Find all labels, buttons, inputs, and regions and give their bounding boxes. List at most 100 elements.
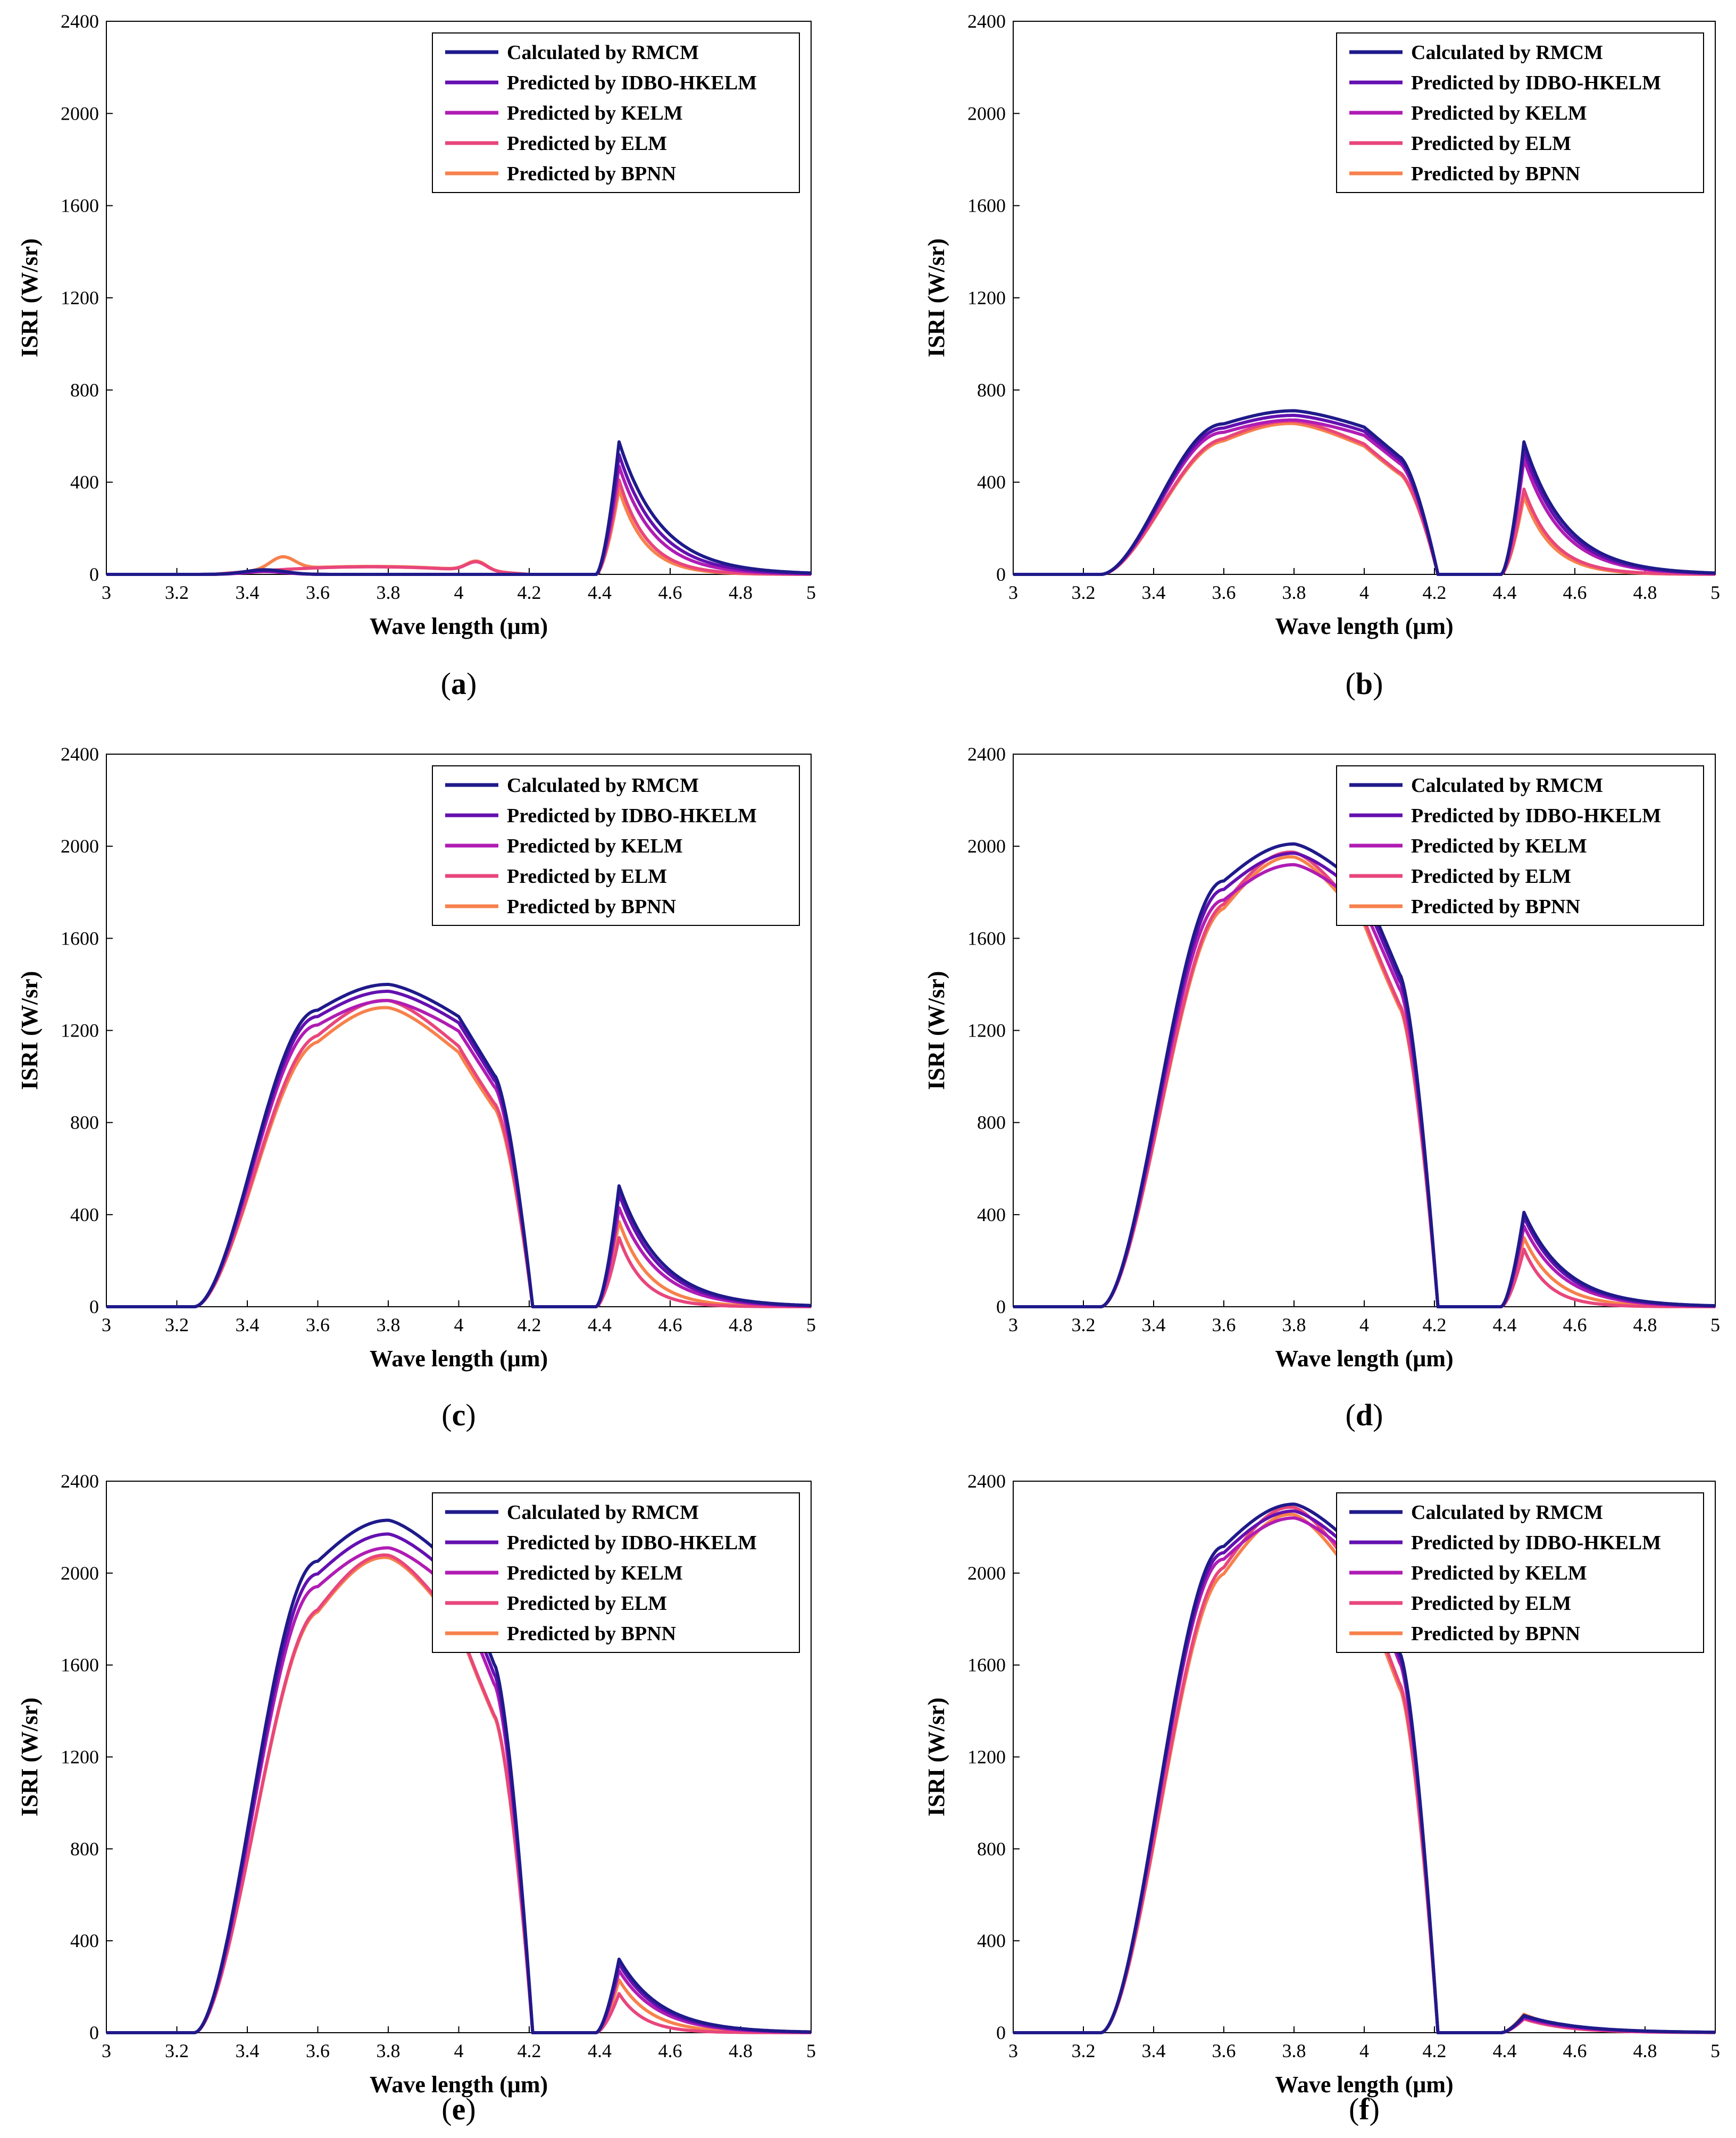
y-tick-label: 2400	[967, 1471, 1006, 1492]
y-tick-label: 800	[70, 1112, 99, 1133]
y-tick-label: 1200	[61, 287, 99, 308]
legend-label: Predicted by IDBO-HKELM	[1411, 805, 1661, 827]
legend-label: Predicted by ELM	[507, 132, 667, 155]
panel-caption: (f)	[1349, 2092, 1380, 2126]
y-tick-label: 2000	[967, 103, 1006, 124]
chart-panel-a: 3 3.2 3.4 3.6 3.8 4 4.2 4.4 4.6 4.8 5 0 400 800 1200 16…	[16, 11, 816, 701]
y-axis-label: ISRI (W/sr)	[16, 971, 43, 1090]
x-tick-label: 3.4	[236, 2040, 260, 2061]
series-line-3	[1013, 863, 1715, 1308]
y-tick-label: 2000	[61, 836, 99, 857]
x-tick-label: 5	[1710, 1314, 1720, 1335]
legend-label: Predicted by ELM	[507, 865, 667, 888]
y-tick-label: 0	[996, 564, 1006, 585]
legend-label: Predicted by KELM	[1411, 102, 1587, 124]
x-tick-label: 4.6	[1563, 2040, 1587, 2061]
y-tick-label: 1200	[967, 287, 1006, 308]
x-tick-label: 4.6	[1563, 1314, 1587, 1335]
y-tick-label: 0	[996, 2022, 1006, 2043]
series-line-1	[1013, 409, 1716, 576]
legend: Calculated by RMCM Predicted by IDBO-HKEL…	[432, 1492, 800, 1653]
legend-label: Predicted by KELM	[507, 835, 683, 857]
legend-label: Predicted by ELM	[1411, 1592, 1571, 1615]
x-tick-label: 4	[454, 582, 464, 603]
legend-label: Predicted by KELM	[507, 1562, 683, 1584]
x-tick-label: 5	[806, 2040, 816, 2061]
x-tick-label: 3.4	[1142, 2040, 1166, 2061]
chart-panel-c: 3 3.2 3.4 3.6 3.8 4 4.2 4.4 4.6 4.8 5 0 400 800 1200 16…	[16, 744, 816, 1432]
y-tick-label: 400	[70, 1204, 99, 1225]
chart-panel-d: 3 3.2 3.4 3.6 3.8 4 4.2 4.4 4.6 4.8 5 0 400 800 1200 16…	[923, 744, 1720, 1432]
x-tick-label: 4.8	[1633, 1314, 1657, 1335]
y-axis-label: ISRI (W/sr)	[923, 1698, 949, 1817]
x-tick-label: 4	[1359, 582, 1369, 603]
x-tick-label: 3	[102, 1314, 111, 1335]
x-tick-label: 3.6	[306, 1314, 330, 1335]
legend-label: Predicted by KELM	[1411, 835, 1587, 857]
y-tick-label: 800	[70, 379, 99, 400]
x-tick-label: 4.8	[729, 582, 753, 603]
y-axis-label: ISRI (W/sr)	[923, 238, 949, 357]
x-tick-label: 3.2	[165, 1314, 189, 1335]
x-tick-label: 4	[1359, 2040, 1369, 2061]
x-tick-label: 5	[1710, 2040, 1720, 2061]
series-line-4	[106, 999, 811, 1308]
y-tick-label: 0	[89, 2022, 99, 2043]
x-tick-label: 3.4	[1142, 582, 1166, 603]
x-tick-label: 4.4	[588, 2040, 612, 2061]
x-tick-label: 3.4	[1142, 1314, 1166, 1335]
y-tick-label: 800	[977, 1838, 1006, 1859]
y-tick-label: 2400	[61, 1471, 99, 1492]
legend-label: Calculated by RMCM	[1411, 774, 1603, 797]
series-line-5	[1013, 422, 1715, 576]
x-tick-label: 4.4	[1493, 582, 1517, 603]
x-tick-label: 3	[102, 2040, 111, 2061]
legend-label: Calculated by RMCM	[1411, 41, 1603, 64]
legend: Calculated by RMCM Predicted by IDBO-HKEL…	[1336, 1492, 1704, 1653]
x-tick-label: 4.6	[1563, 582, 1587, 603]
x-tick-label: 4.6	[658, 1314, 682, 1335]
x-tick-label: 3.2	[1072, 2040, 1096, 2061]
y-tick-label: 1600	[61, 928, 99, 949]
legend: Calculated by RMCM Predicted by IDBO-HKEL…	[432, 765, 800, 926]
x-axis-label: Wave length (μm)	[1275, 2072, 1453, 2098]
x-axis-label: Wave length (μm)	[1275, 613, 1453, 639]
y-tick-label: 0	[996, 1296, 1006, 1317]
y-tick-label: 2000	[61, 1563, 99, 1584]
y-tick-label: 400	[70, 1930, 99, 1951]
x-tick-label: 3.6	[1212, 1314, 1236, 1335]
x-tick-label: 5	[1710, 582, 1720, 603]
x-tick-label: 4.6	[658, 2040, 682, 2061]
x-tick-label: 4.4	[588, 582, 612, 603]
y-tick-label: 2000	[967, 1563, 1006, 1584]
series-line-4	[1013, 419, 1715, 576]
x-tick-label: 3.2	[1072, 582, 1096, 603]
legend-label: Predicted by KELM	[1411, 1562, 1587, 1584]
x-tick-label: 4.4	[588, 1314, 612, 1335]
y-tick-label: 400	[977, 1204, 1006, 1225]
y-tick-label: 1200	[967, 1747, 1006, 1768]
x-axis-label: Wave length (μm)	[1275, 1346, 1453, 1372]
x-tick-label: 4.4	[1493, 2040, 1517, 2061]
y-tick-label: 2400	[61, 11, 99, 32]
series-line-5	[106, 1006, 811, 1308]
y-axis-label: ISRI (W/sr)	[16, 238, 43, 357]
legend-label: Predicted by BPNN	[1411, 1623, 1580, 1645]
legend-label: Predicted by IDBO-HKELM	[507, 1532, 757, 1554]
y-tick-label: 1600	[967, 928, 1006, 949]
x-tick-label: 4.8	[1633, 2040, 1657, 2061]
y-axis-label: ISRI (W/sr)	[16, 1698, 43, 1817]
x-tick-label: 4	[454, 1314, 464, 1335]
legend-label: Calculated by RMCM	[507, 41, 699, 64]
x-tick-label: 3.6	[306, 2040, 330, 2061]
x-tick-label: 3.8	[377, 1314, 400, 1335]
chart-panel-e: 3 3.2 3.4 3.6 3.8 4 4.2 4.4 4.6 4.8 5 0 400 800 1200 16…	[16, 1471, 816, 2126]
series-line-1	[106, 982, 812, 1308]
legend-label: Calculated by RMCM	[507, 774, 699, 797]
legend-label: Predicted by KELM	[507, 102, 683, 124]
y-tick-label: 1600	[967, 195, 1006, 216]
y-tick-label: 2400	[61, 744, 99, 765]
y-tick-label: 800	[70, 1838, 99, 1859]
x-tick-label: 4.2	[518, 582, 541, 603]
